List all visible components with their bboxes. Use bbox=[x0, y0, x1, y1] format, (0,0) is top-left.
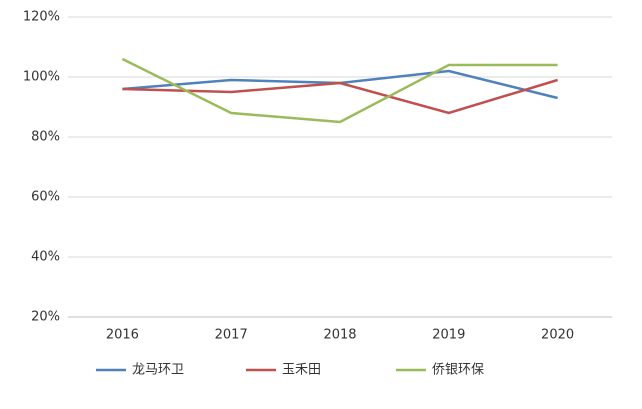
x-tick-label: 2016 bbox=[106, 328, 139, 343]
x-tick-label: 2017 bbox=[215, 328, 248, 343]
series-line bbox=[122, 78, 558, 115]
series-line bbox=[121, 57, 558, 124]
y-tick-label: 20% bbox=[31, 310, 60, 325]
y-tick-label: 120% bbox=[23, 10, 60, 25]
legend-label: 侨银环保 bbox=[432, 363, 484, 378]
legend-label: 玉禾田 bbox=[282, 363, 321, 378]
y-tick-label: 80% bbox=[31, 130, 60, 145]
legend-label: 龙马环卫 bbox=[132, 363, 184, 378]
series-line bbox=[122, 69, 558, 100]
x-tick-label: 2018 bbox=[323, 328, 356, 343]
y-tick-label: 40% bbox=[31, 250, 60, 265]
x-tick-label: 2019 bbox=[432, 328, 465, 343]
y-tick-label: 60% bbox=[31, 190, 60, 205]
x-tick-label: 2020 bbox=[541, 328, 574, 343]
y-tick-label: 100% bbox=[23, 70, 60, 85]
